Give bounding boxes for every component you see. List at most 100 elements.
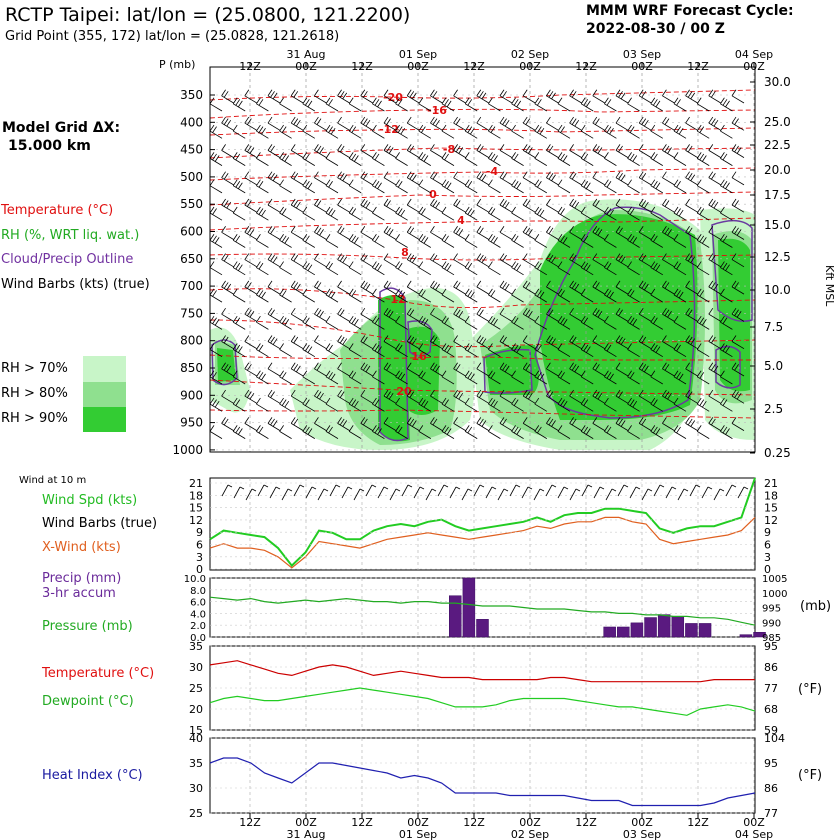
wind-barb-flag (511, 206, 516, 214)
pressure-tick-label: 950 (180, 416, 203, 430)
wind-barb-flag (696, 261, 702, 268)
wind-barb (557, 158, 571, 166)
wind-barb-flag (629, 153, 635, 161)
wind-barb (604, 294, 617, 303)
wind-barb (638, 231, 652, 240)
wind-barb-flag (386, 145, 391, 153)
wind-barb-flag (293, 418, 299, 426)
wind-barb-flag (412, 92, 417, 100)
dewpoint-label: Dewpoint (°C) (42, 694, 134, 709)
wind-barb-flag (395, 234, 400, 241)
wind-barb-flag (209, 234, 215, 241)
wind-barb-flag (270, 173, 275, 180)
surface-series (209, 477, 766, 814)
wind-barb-flag (406, 226, 412, 233)
wind-barb-flag (595, 364, 600, 371)
wind-barb-flag (664, 282, 670, 289)
wind-barb-flag (374, 235, 380, 243)
wind-barb (592, 341, 606, 350)
wind-barb (673, 212, 687, 221)
wind-barb-flag (281, 153, 287, 161)
wind-barb-flag (722, 399, 728, 406)
wind-barb-flag (548, 254, 554, 262)
wind-barb-flag (632, 155, 638, 162)
wind-barb-flag (209, 97, 215, 105)
wind-barb-flag (696, 97, 702, 105)
wind-barb-flag (279, 397, 284, 405)
wind-barb-flag (328, 290, 333, 297)
surface-wind-barb-flag (587, 484, 593, 488)
wind-barb-flag (258, 290, 264, 297)
wind-barb-flag (696, 425, 702, 432)
wind-barb (662, 341, 675, 350)
top-date-label: 04 Sep (735, 48, 773, 61)
surface-wind-barb-flag (563, 486, 569, 490)
wind-barb (314, 286, 327, 295)
wind-barb-flag (571, 418, 577, 426)
wind-barb-flag (546, 253, 551, 260)
wind-barb-flag (316, 200, 322, 207)
wind-barb-flag (638, 116, 644, 124)
wind-barb-flag (256, 234, 261, 241)
wind-barb-flag (673, 315, 679, 323)
wind-barb (348, 431, 362, 439)
wind-barb-flag (293, 254, 299, 262)
wind-barb-flag (476, 335, 482, 342)
wind-barb (650, 158, 664, 166)
wind-panel-frame (209, 477, 756, 571)
wind-barb-flag (209, 397, 215, 405)
wind-barb (673, 431, 687, 439)
wind-barb (476, 313, 490, 322)
wind-barb-flag (377, 264, 382, 271)
wind-barb (372, 103, 385, 112)
wind-barb (441, 376, 455, 385)
wind-barb (557, 294, 571, 303)
wind-barb-flag (580, 124, 586, 132)
wind-barb-flag (325, 425, 331, 432)
wind-barb (290, 95, 304, 104)
wind-barb-flag (513, 181, 519, 188)
wind-barb-flag (615, 89, 621, 97)
wind-barb-flag (372, 206, 377, 214)
wind-barb-flag (476, 144, 482, 151)
wind-barb-flag (690, 92, 696, 100)
wind-barb-flag (650, 425, 656, 432)
surface-wind-barb (617, 484, 625, 497)
wind-barb-flag (244, 417, 250, 424)
wind-barb-flag (337, 144, 342, 151)
hi-c-tick: 30 (189, 782, 203, 795)
wind-barb-flag (455, 200, 461, 207)
wind-barb-flag (453, 89, 458, 97)
wind-barb-flag (583, 426, 589, 434)
wind-barb-flag (667, 392, 672, 400)
wind-barb-flag (571, 173, 577, 180)
wind-barb-flag (685, 116, 690, 124)
wind-barb (662, 177, 675, 186)
wind-barb-flag (467, 126, 473, 133)
wind-barb-flag (632, 237, 638, 244)
wind-barb-flag (209, 206, 215, 214)
wind-barb-flag (604, 97, 609, 105)
wind-barb-flag (212, 126, 217, 133)
wind-barb-flag (383, 417, 389, 424)
model-grid-value: 15.000 km (8, 138, 91, 154)
wind-barb-flag (314, 171, 319, 178)
wind-barb (476, 423, 490, 431)
wind-barb-flag (586, 100, 591, 108)
wind-barb-flag (513, 344, 519, 352)
wind-barb-flag (464, 315, 470, 323)
wind-barb-flag (499, 253, 505, 260)
wind-barb-flag (412, 338, 417, 345)
wind-barb (232, 294, 246, 303)
wind-barb-flag (270, 91, 275, 98)
wind-barb-flag (302, 124, 308, 132)
wind-barb-flag (432, 118, 438, 125)
wind-barb (302, 158, 316, 166)
wind-tick-left: 18 (189, 489, 203, 502)
wind-barb-flag (232, 97, 238, 105)
wind-barb-flag (641, 336, 647, 344)
wind-barb (267, 423, 281, 431)
wind-barb-flag (467, 99, 473, 106)
wind-barb-flag (209, 315, 215, 323)
wind-barb (499, 95, 513, 104)
